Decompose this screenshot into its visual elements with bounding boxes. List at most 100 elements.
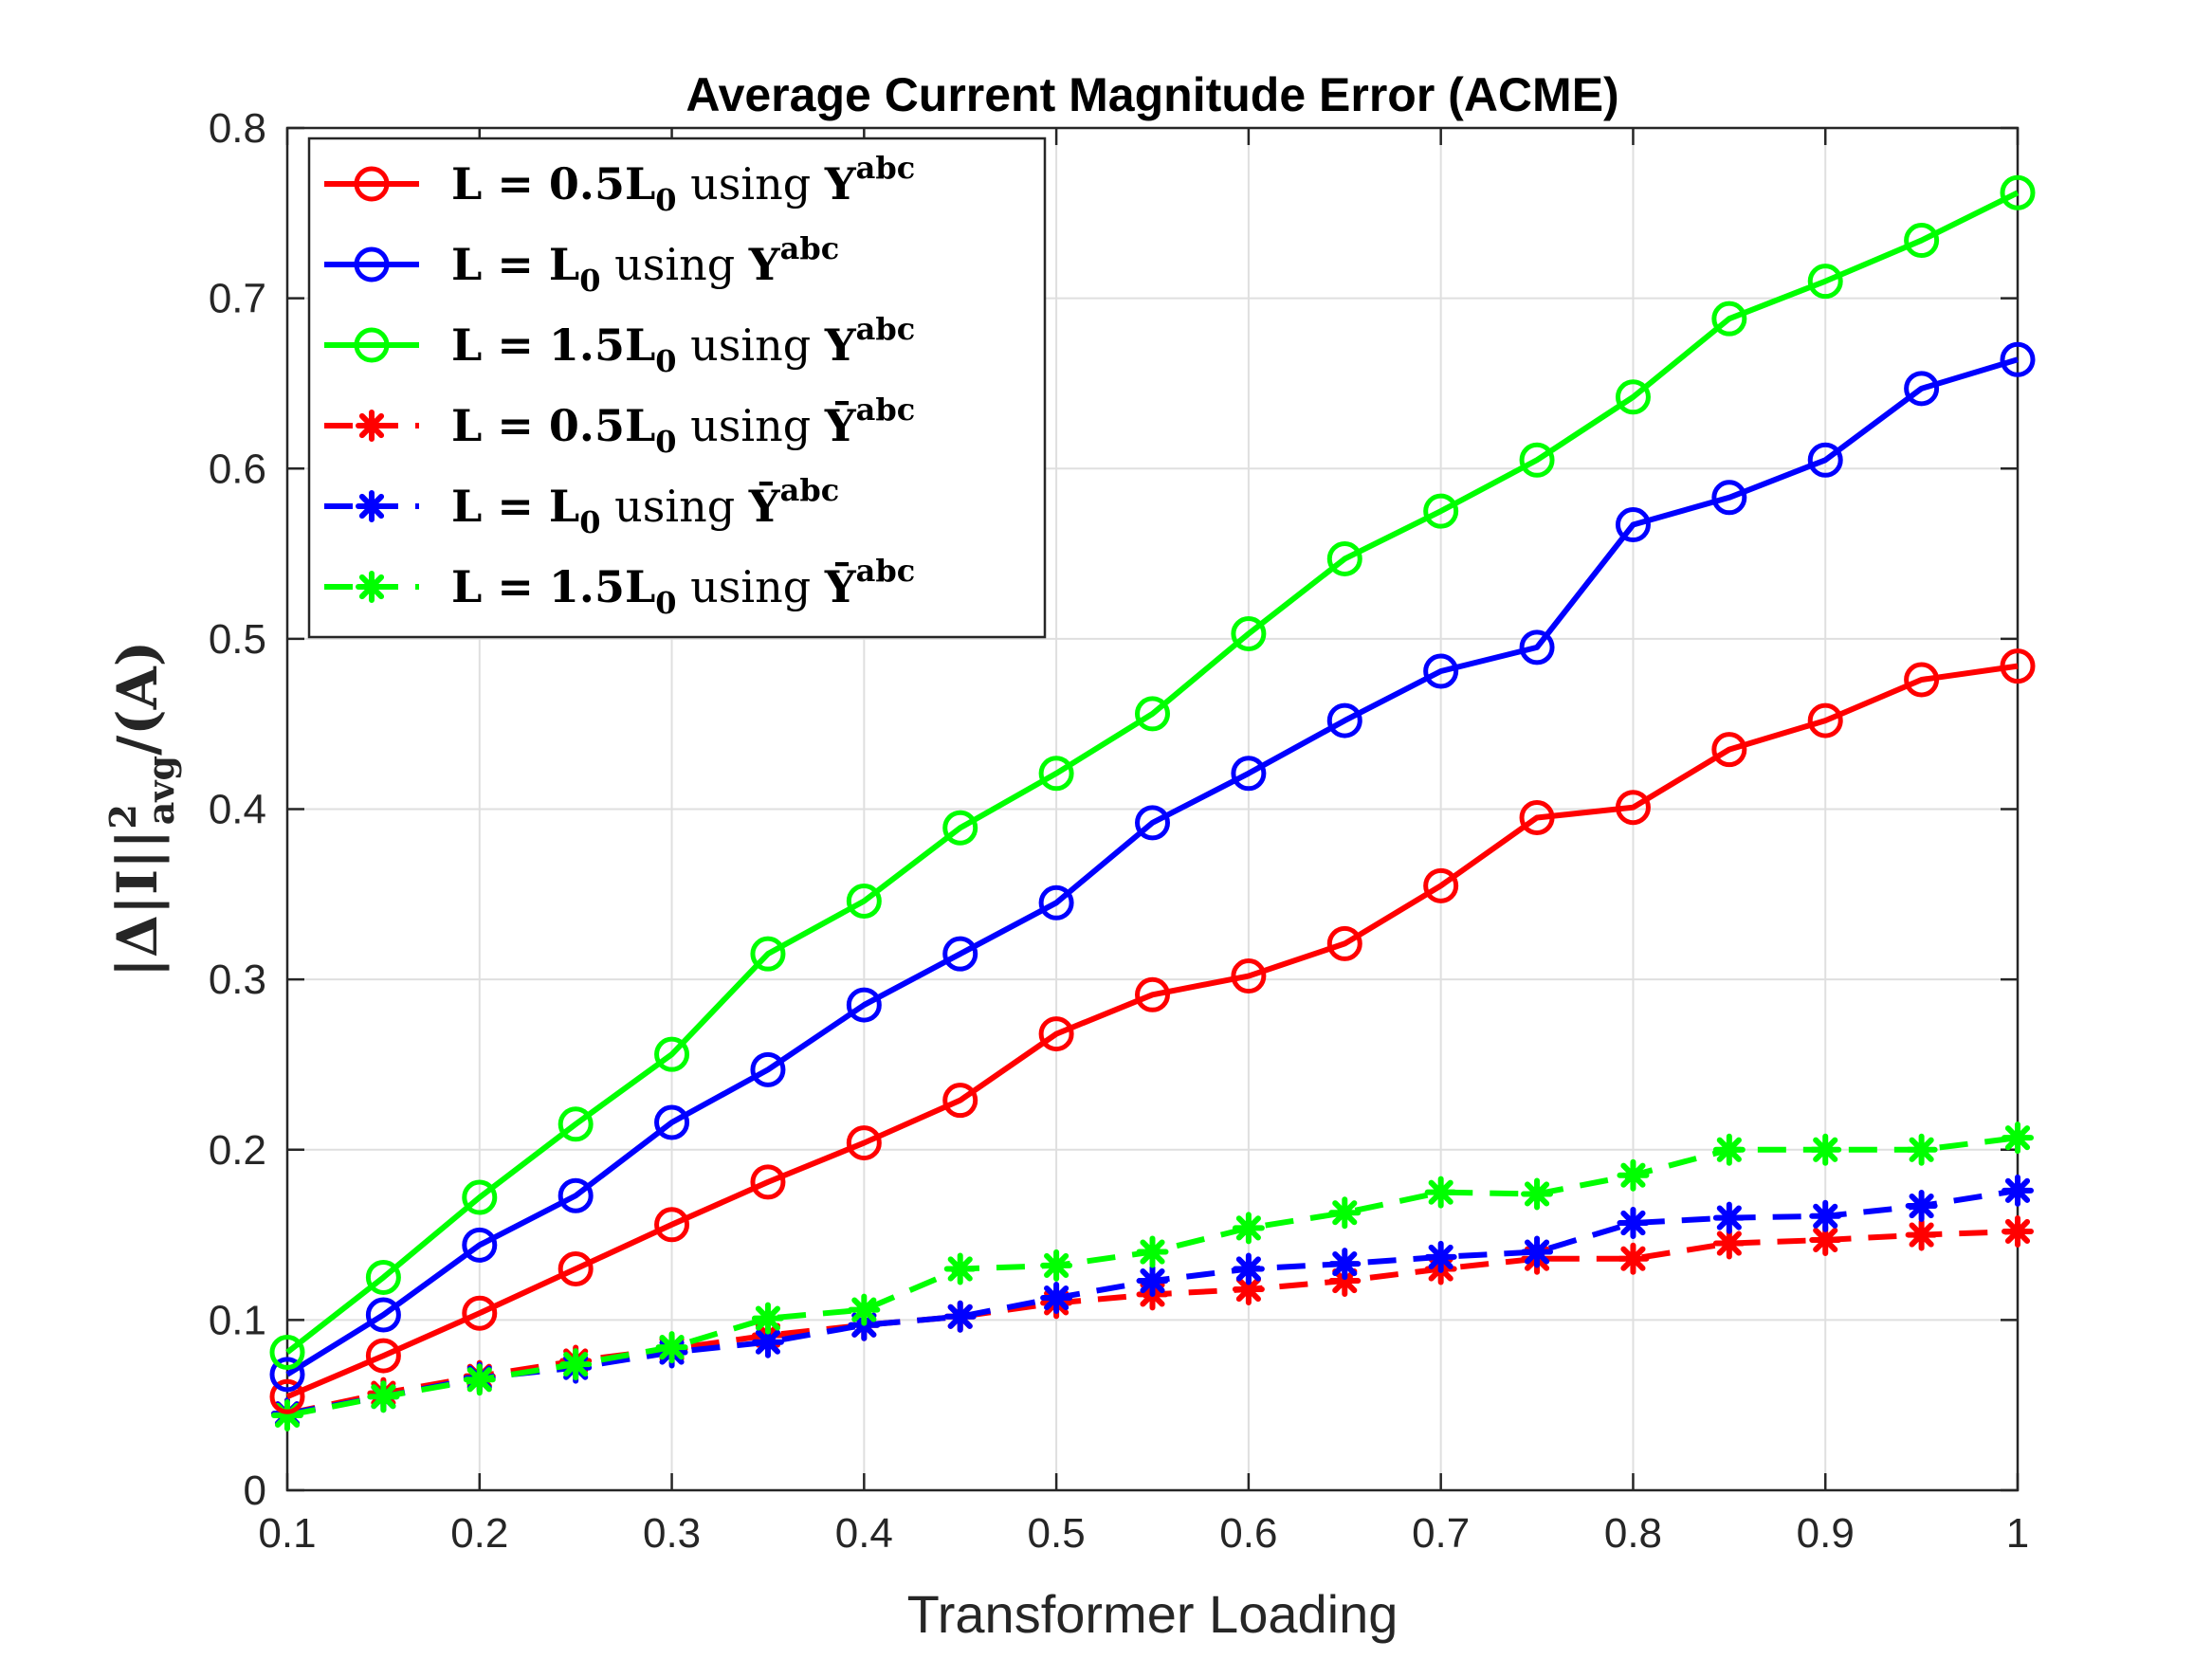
- data-point: [365, 1338, 401, 1374]
- x-tick-label: 0.2: [450, 1510, 508, 1557]
- data-point: [269, 1335, 305, 1371]
- data-point: [365, 1259, 401, 1295]
- data-point: [356, 571, 388, 603]
- data-point: [558, 1177, 594, 1213]
- data-point: [463, 1363, 496, 1396]
- x-tick-label: 0.4: [835, 1510, 893, 1557]
- data-point: [1904, 371, 1940, 407]
- data-point: [1423, 867, 1459, 903]
- data-point: [1615, 507, 1651, 543]
- data-point: [462, 1295, 498, 1331]
- data-point: [1617, 1206, 1650, 1239]
- x-tick-label: 0.3: [643, 1510, 701, 1557]
- y-axis-label-sub: avg: [139, 756, 182, 825]
- data-point: [2000, 341, 2036, 377]
- y-tick-label: 0.6: [209, 446, 266, 492]
- legend-item: L = 1.5L0 using Ȳabc: [324, 553, 915, 621]
- data-point: [1521, 1235, 1554, 1268]
- legend-item: L = 1.5L0 using Yabc: [324, 311, 915, 379]
- y-tick-label: 0.1: [209, 1297, 266, 1343]
- series-line: [285, 663, 2019, 1399]
- series-0: [269, 648, 2036, 1414]
- data-point: [269, 1378, 305, 1414]
- data-point: [1424, 1176, 1457, 1209]
- data-point: [1711, 732, 1747, 768]
- data-point: [1809, 1133, 1842, 1166]
- y-tick-label: 0.8: [209, 105, 266, 152]
- data-point: [1326, 925, 1362, 961]
- data-point: [1135, 696, 1170, 732]
- data-point: [751, 1325, 784, 1358]
- data-point: [1519, 442, 1555, 478]
- x-tick-label: 0.1: [258, 1510, 316, 1557]
- data-point: [846, 883, 882, 919]
- data-point: [942, 936, 978, 972]
- legend-label: L = 1.5L0 using Yabc: [451, 311, 915, 379]
- y-tick-label: 0.3: [209, 957, 266, 1003]
- legend-label: L = 0.5L0 using Yabc: [451, 150, 915, 218]
- data-point: [559, 1348, 593, 1381]
- data-point: [750, 1051, 786, 1087]
- series-1: [269, 341, 2036, 1393]
- x-tick-label: 0.6: [1219, 1510, 1277, 1557]
- data-point: [1424, 1240, 1457, 1273]
- data-point: [1231, 756, 1267, 792]
- series-2: [269, 174, 2036, 1371]
- data-point: [654, 1207, 690, 1243]
- data-point: [1807, 264, 1843, 300]
- data-point: [1135, 805, 1170, 841]
- data-point: [654, 1036, 690, 1072]
- data-point: [365, 1297, 401, 1333]
- data-point: [1519, 799, 1555, 835]
- data-point: [1905, 1218, 1938, 1251]
- data-point: [558, 1250, 594, 1286]
- data-point: [356, 490, 388, 522]
- data-point: [271, 1398, 303, 1431]
- data-point: [942, 810, 978, 846]
- legend-label: L = 1.5L0 using Ȳabc: [451, 553, 915, 621]
- legend-label: L = 0.5L0 using Ȳabc: [451, 392, 915, 460]
- y-axis-label-main: |Δ|I||: [105, 830, 170, 978]
- data-point: [1904, 223, 1940, 259]
- data-point: [269, 1357, 305, 1393]
- data-point: [1231, 958, 1267, 994]
- x-tick-label: 0.9: [1797, 1510, 1855, 1557]
- data-point: [1326, 540, 1362, 576]
- series-group: [269, 174, 2036, 1431]
- data-point: [367, 1380, 400, 1413]
- chart-title: Average Current Magnitude Error (ACME): [686, 68, 1618, 121]
- data-point: [1807, 442, 1843, 478]
- legend-item: L = 0.5L0 using Ȳabc: [324, 392, 915, 460]
- data-point: [1809, 1223, 1842, 1256]
- data-point: [1423, 493, 1459, 529]
- x-tick-label: 0.7: [1412, 1510, 1470, 1557]
- data-point: [1232, 1252, 1265, 1285]
- legend-label: L = L0 using Ȳabc: [451, 472, 839, 540]
- data-point: [462, 1227, 498, 1263]
- data-point: [1615, 379, 1651, 415]
- data-point: [846, 1125, 882, 1161]
- legend-item: L = 0.5L0 using Yabc: [324, 150, 915, 218]
- data-point: [2002, 1121, 2034, 1155]
- x-tick-label: 1: [2006, 1510, 2029, 1557]
- data-point: [1038, 756, 1074, 792]
- data-point: [1232, 1273, 1265, 1306]
- legend-label: L = L0 using Yabc: [451, 230, 839, 299]
- data-point: [1038, 1016, 1074, 1052]
- legend: L = 0.5L0 using Yabc L = L0 using Yabc L =…: [307, 137, 1047, 639]
- y-tick-label: 0.5: [209, 616, 266, 663]
- data-point: [848, 1293, 881, 1326]
- data-point: [750, 936, 786, 972]
- data-point: [354, 246, 390, 283]
- data-point: [2000, 174, 2036, 210]
- data-point: [2002, 1214, 2034, 1248]
- data-point: [1038, 884, 1074, 921]
- y-axis-label-unit: /(A): [105, 641, 170, 756]
- data-point: [1809, 1199, 1842, 1232]
- data-point: [1712, 1201, 1746, 1234]
- data-point: [654, 1104, 690, 1140]
- y-tick-label: 0: [244, 1468, 266, 1514]
- data-point: [1136, 1235, 1169, 1268]
- legend-item: L = L0 using Ȳabc: [324, 472, 839, 540]
